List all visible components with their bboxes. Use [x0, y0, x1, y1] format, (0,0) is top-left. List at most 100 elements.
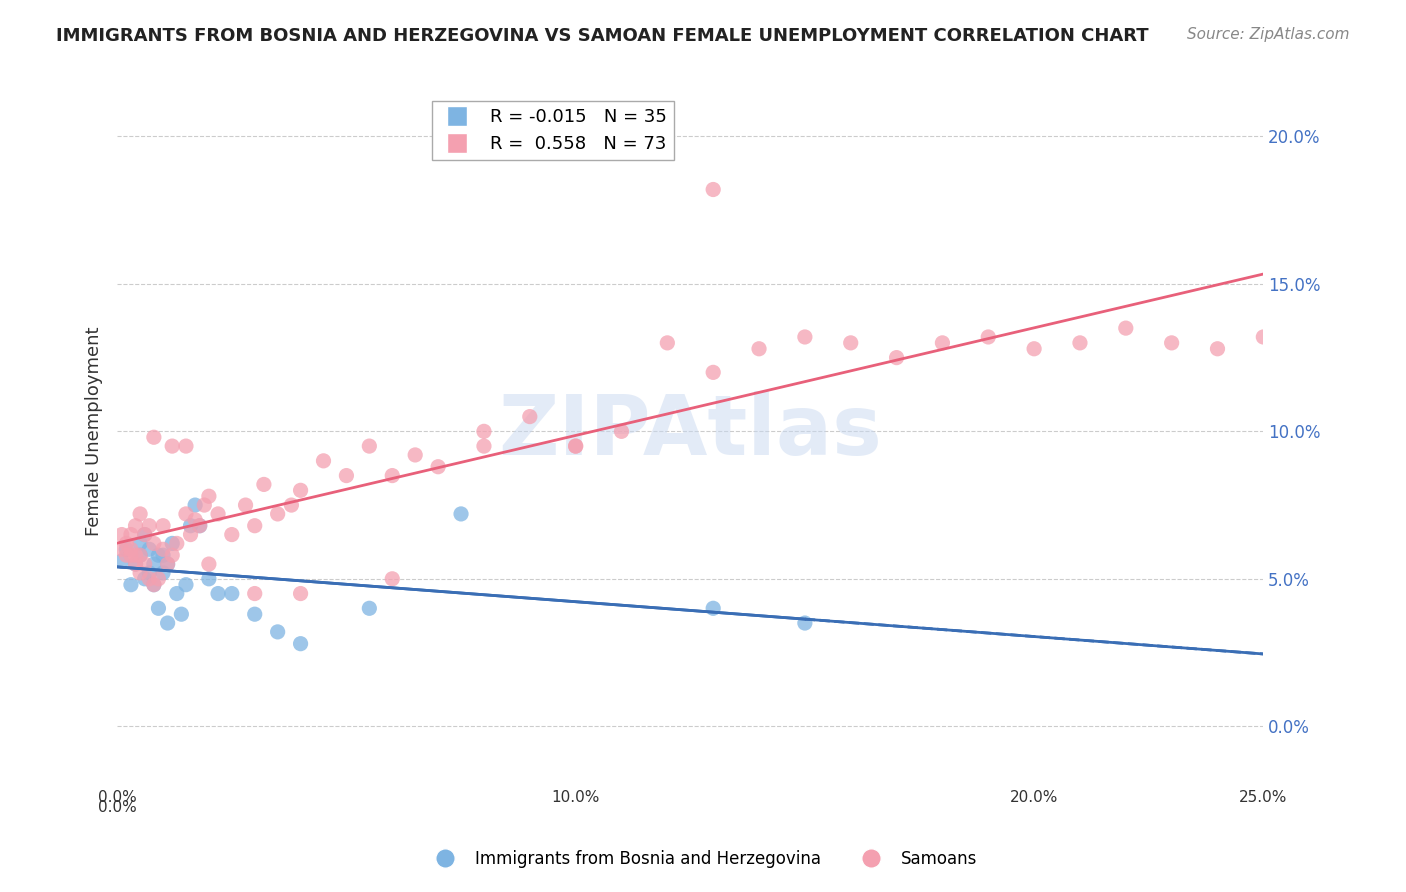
Point	[142, 557, 165, 571]
Point	[886, 351, 908, 365]
Point	[977, 330, 1000, 344]
Point	[138, 518, 160, 533]
Point	[188, 518, 211, 533]
Point	[134, 527, 156, 541]
Point	[124, 548, 146, 562]
Point	[111, 542, 134, 557]
Point	[243, 586, 266, 600]
Point	[138, 572, 160, 586]
Point	[839, 335, 862, 350]
Point	[198, 557, 221, 571]
Point	[207, 507, 229, 521]
Point	[156, 615, 179, 630]
Point	[198, 572, 221, 586]
Point	[381, 572, 404, 586]
Point	[115, 548, 138, 562]
Point	[702, 601, 724, 615]
Point	[184, 513, 207, 527]
Point	[450, 507, 472, 521]
Point	[1206, 342, 1229, 356]
Point	[702, 182, 724, 196]
Point	[290, 483, 312, 498]
Point	[120, 527, 142, 541]
Point	[290, 637, 312, 651]
Point	[174, 439, 197, 453]
Legend: Immigrants from Bosnia and Herzegovina, Samoans: Immigrants from Bosnia and Herzegovina, …	[422, 844, 984, 875]
Point	[1022, 342, 1045, 356]
Point	[1253, 330, 1275, 344]
Point	[1115, 321, 1137, 335]
Point	[312, 454, 335, 468]
Point	[134, 527, 156, 541]
Point	[180, 527, 202, 541]
Point	[472, 425, 495, 439]
Point	[160, 536, 183, 550]
Point	[129, 566, 152, 580]
Point	[931, 335, 953, 350]
Point	[243, 518, 266, 533]
Point	[472, 439, 495, 453]
Point	[221, 527, 243, 541]
Y-axis label: Female Unemployment: Female Unemployment	[86, 326, 103, 536]
Point	[243, 607, 266, 622]
Point	[148, 601, 170, 615]
Point	[564, 439, 586, 453]
Point	[124, 557, 146, 571]
Text: IMMIGRANTS FROM BOSNIA AND HERZEGOVINA VS SAMOAN FEMALE UNEMPLOYMENT CORRELATION: IMMIGRANTS FROM BOSNIA AND HERZEGOVINA V…	[56, 27, 1149, 45]
Point	[111, 527, 134, 541]
Point	[427, 459, 450, 474]
Point	[702, 365, 724, 379]
Point	[174, 507, 197, 521]
Point	[120, 542, 142, 557]
Point	[657, 335, 679, 350]
Point	[138, 566, 160, 580]
Text: 0.0%: 0.0%	[98, 800, 136, 815]
Point	[115, 536, 138, 550]
Point	[188, 518, 211, 533]
Point	[111, 554, 134, 568]
Point	[129, 536, 152, 550]
Point	[142, 577, 165, 591]
Point	[148, 548, 170, 562]
Point	[148, 572, 170, 586]
Point	[253, 477, 276, 491]
Point	[280, 498, 302, 512]
Point	[134, 572, 156, 586]
Point	[180, 518, 202, 533]
Point	[129, 507, 152, 521]
Text: ZIPAtlas: ZIPAtlas	[498, 391, 882, 472]
Point	[1069, 335, 1091, 350]
Point	[1160, 335, 1182, 350]
Point	[174, 577, 197, 591]
Point	[793, 330, 815, 344]
Point	[124, 518, 146, 533]
Point	[152, 548, 174, 562]
Point	[335, 468, 357, 483]
Point	[156, 557, 179, 571]
Point	[519, 409, 541, 424]
Point	[166, 536, 188, 550]
Point	[124, 557, 146, 571]
Point	[152, 542, 174, 557]
Point	[266, 507, 288, 521]
Point	[170, 607, 193, 622]
Point	[142, 536, 165, 550]
Point	[748, 342, 770, 356]
Point	[235, 498, 257, 512]
Point	[134, 557, 156, 571]
Point	[152, 566, 174, 580]
Point	[152, 518, 174, 533]
Point	[207, 586, 229, 600]
Point	[160, 439, 183, 453]
Point	[193, 498, 215, 512]
Point	[115, 542, 138, 557]
Point	[129, 548, 152, 562]
Point	[184, 498, 207, 512]
Point	[166, 586, 188, 600]
Point	[198, 489, 221, 503]
Point	[404, 448, 426, 462]
Point	[359, 601, 381, 615]
Point	[156, 557, 179, 571]
Point	[120, 548, 142, 562]
Legend: R = -0.015   N = 35, R =  0.558   N = 73: R = -0.015 N = 35, R = 0.558 N = 73	[432, 101, 673, 160]
